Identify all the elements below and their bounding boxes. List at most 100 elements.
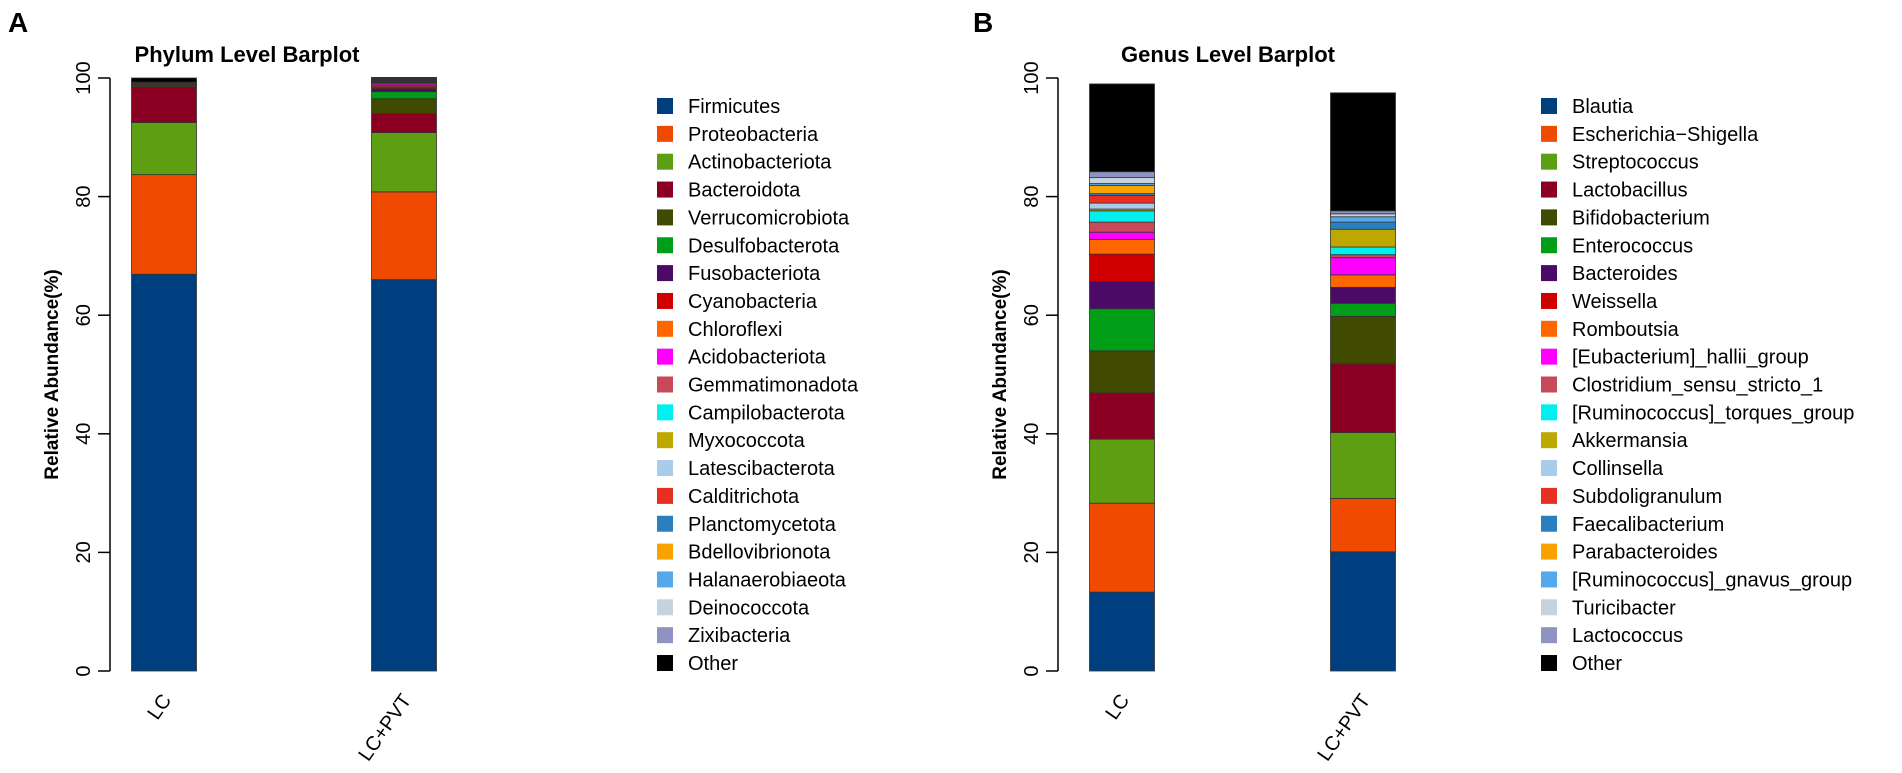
phylum-y-axis-title: Relative Abundance(%) (42, 269, 63, 479)
phylum-bar-segment-verrucomicrobiota (371, 98, 437, 114)
phylum-legend-swatch (657, 571, 673, 588)
phylum-y-tick-label: 60 (73, 304, 95, 326)
genus-bar-segment-eubacterium-hallii-group (1089, 231, 1155, 240)
phylum-bar-segment-desulfobacterota (371, 91, 437, 100)
phylum-legend-label: Firmicutes (688, 96, 780, 118)
phylum-legend-swatch (657, 515, 673, 532)
phylum-legend-swatch (657, 460, 673, 477)
genus-bar-segment-escherichia-shigella (1089, 502, 1155, 593)
genus-legend-label: Subdoligranulum (1572, 486, 1722, 508)
genus-legend-swatch (1541, 98, 1557, 114)
genus-chart-title: Genus Level Barplot (1121, 42, 1336, 67)
genus-legend-swatch (1541, 125, 1557, 142)
phylum-legend-swatch (657, 125, 673, 142)
phylum-legend-label: Latescibacterota (688, 458, 836, 480)
genus-legend-swatch (1541, 153, 1557, 170)
genus-y-tick-label: 20 (1021, 541, 1043, 563)
phylum-legend-swatch (657, 404, 673, 421)
phylum-legend-swatch (657, 348, 673, 365)
genus-legend-swatch (1541, 265, 1557, 282)
phylum-legend-label: Desulfobacterota (688, 235, 840, 257)
genus-bar-segment-subdoligranulum (1089, 195, 1155, 204)
phylum-bar-segment-bacteroidota (131, 86, 197, 123)
genus-bar-segment-streptococcus (1330, 432, 1396, 499)
genus-category-label: LC+PVT (1313, 690, 1375, 765)
genus-bar-segment-romboutsia (1089, 238, 1155, 255)
genus-bar-segment-ruminococcus-torques-group (1330, 246, 1396, 256)
phylum-legend-label: Fusobacteriota (688, 263, 821, 285)
phylum-legend-swatch (657, 265, 673, 282)
genus-legend-label: Blautia (1572, 96, 1634, 118)
genus-bar-segment-other (1330, 92, 1396, 212)
phylum-legend-label: Bdellovibrionota (688, 542, 831, 564)
phylum-legend-label: Actinobacteriota (688, 152, 832, 174)
phylum-chart-title: Phylum Level Barplot (135, 42, 361, 67)
genus-legend-label: Other (1572, 653, 1622, 675)
genus-bar-segment-romboutsia (1330, 274, 1396, 288)
phylum-legend-swatch (657, 153, 673, 170)
genus-bar-segment-akkermansia (1330, 228, 1396, 248)
genus-bar-segment-lactobacillus (1089, 392, 1155, 440)
phylum-legend-label: Acidobacteriota (688, 347, 827, 369)
phylum-legend-label: Chloroflexi (688, 319, 782, 341)
phylum-panel-label: A (8, 7, 28, 38)
genus-legend-swatch (1541, 543, 1557, 560)
genus-category-label: LC (1101, 690, 1134, 724)
genus-bar-segment-bacteroides (1330, 286, 1396, 304)
genus-bar-segment-collinsella (1089, 202, 1155, 210)
genus-y-tick-label: 80 (1021, 185, 1043, 207)
genus-legend-swatch (1541, 599, 1557, 616)
phylum-bar-segment-proteobacteria (131, 174, 197, 275)
phylum-legend-label: Gemmatimonadota (688, 375, 859, 397)
genus-legend-label: Romboutsia (1572, 319, 1680, 341)
genus-bar-segment-turicibacter (1330, 213, 1396, 218)
phylum-legend-label: Other (688, 653, 738, 675)
phylum-legend-label: Myxococcota (688, 430, 806, 452)
phylum-category-label: LC (143, 690, 176, 724)
genus-bar-segment-bacteroides (1089, 280, 1155, 310)
genus-legend-swatch (1541, 404, 1557, 421)
genus-bar-segment-eubacterium-hallii-group (1330, 257, 1396, 276)
phylum-legend-swatch (657, 209, 673, 226)
phylum-legend-label: Halanaerobiaeota (688, 569, 847, 591)
genus-legend-label: [Ruminococcus]_torques_group (1572, 402, 1854, 424)
phylum-legend-label: Planctomycetota (688, 514, 837, 536)
genus-legend-label: Bifidobacterium (1572, 207, 1710, 229)
genus-bar-segment-weissella (1089, 253, 1155, 282)
genus-bar-segment-ruminococcus-torques-group (1089, 210, 1155, 223)
genus-legend-swatch (1541, 571, 1557, 588)
genus-bar-segment-turicibacter (1089, 177, 1155, 184)
phylum-legend-label: Zixibacteria (688, 625, 791, 647)
phylum-legend-swatch (657, 599, 673, 616)
genus-legend-swatch (1541, 181, 1557, 198)
phylum-legend-swatch (657, 181, 673, 198)
genus-legend-label: [Eubacterium]_hallii_group (1572, 347, 1809, 369)
phylum-legend-swatch (657, 627, 673, 644)
genus-legend-swatch (1541, 292, 1557, 309)
genus-y-axis-title: Relative Abundance(%) (990, 269, 1011, 479)
phylum-legend-swatch (657, 292, 673, 309)
phylum-legend-label: Bacteroidota (688, 180, 801, 202)
phylum-bar-segment-actinobacteriota (131, 122, 197, 176)
genus-bar-segment-blautia (1330, 551, 1396, 672)
genus-bar-segment-streptococcus (1089, 438, 1155, 504)
genus-bar-segment-lactobacillus (1330, 363, 1396, 434)
phylum-category-label: LC+PVT (354, 690, 416, 765)
phylum-legend-label: Campilobacterota (688, 402, 846, 424)
phylum-bar-segment-zixibacteria (371, 77, 437, 79)
phylum-legend-swatch (657, 376, 673, 393)
genus-bar-segment-bifidobacterium (1330, 315, 1396, 365)
genus-bar-segment-other (1089, 83, 1155, 173)
phylum-bar-segment-other (131, 77, 197, 83)
genus-bar-segment-enterococcus (1089, 308, 1155, 352)
genus-legend-swatch (1541, 627, 1557, 644)
genus-legend-label: Lactobacillus (1572, 180, 1688, 202)
phylum-legend-label: Deinococcota (688, 597, 810, 619)
phylum-y-tick-label: 80 (73, 185, 95, 207)
phylum-legend-label: Calditrichota (688, 486, 800, 508)
genus-legend-label: Weissella (1572, 291, 1658, 313)
genus-legend-label: Streptococcus (1572, 152, 1699, 174)
genus-bar-segment-enterococcus (1330, 302, 1396, 317)
phylum-bar-segment-firmicutes (131, 273, 197, 672)
